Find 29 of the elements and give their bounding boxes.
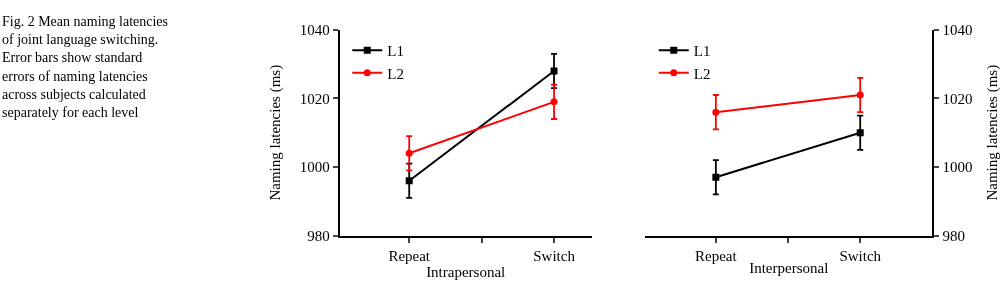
y2-tick-label: 1040: [942, 22, 973, 39]
point: [712, 108, 720, 116]
caption: Fig. 2 Mean naming latencies of joint language switching. Error bars show standard errors of naming latencies across subjects calculated separately for each level: [2, 14, 169, 120]
y-axis-title: Naming latencies (ms): [267, 64, 285, 201]
point: [405, 149, 413, 157]
y-tick-label: 1020: [299, 90, 330, 107]
legend-label: L2: [387, 65, 404, 82]
point: [712, 173, 720, 181]
legend-label: L1: [387, 43, 404, 60]
y2-tick-label: 980: [942, 227, 965, 244]
x-tick-label: Switch: [839, 247, 882, 264]
x-tick-label: Repeat: [388, 247, 431, 264]
point: [856, 129, 864, 137]
legend-label: L2: [693, 65, 711, 82]
legend-label: L1: [693, 43, 711, 60]
y-tick-label: 1040: [299, 22, 330, 39]
x-tick-label: Switch: [533, 247, 576, 264]
y-tick-label: 1000: [299, 159, 330, 176]
y-tick-label: 980: [307, 227, 330, 244]
x-axis-title: Interpersonal: [749, 260, 829, 277]
x-axis-title: Intrapersonal: [426, 263, 506, 280]
y2-axis-title: Naming latencies (ms): [983, 64, 1001, 201]
point: [856, 91, 864, 99]
point: [550, 98, 558, 106]
point: [550, 67, 558, 75]
y2-tick-label: 1020: [942, 90, 973, 107]
y2-tick-label: 1000: [942, 159, 973, 176]
x-tick-label: Repeat: [695, 247, 738, 264]
point: [405, 177, 413, 185]
